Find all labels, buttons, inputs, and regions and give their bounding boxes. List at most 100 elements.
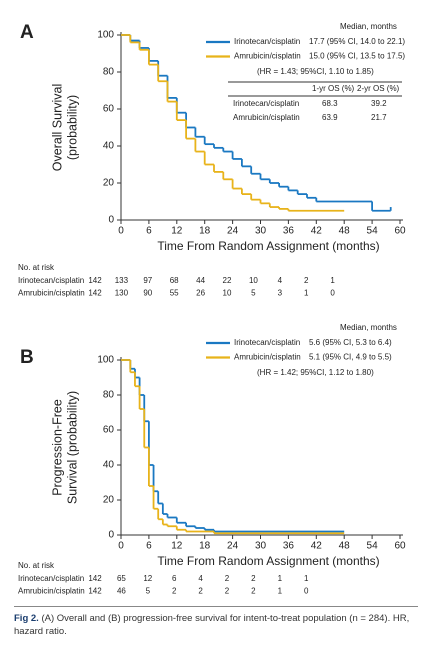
risk-count: 1	[330, 276, 335, 285]
risk-title: No. at risk	[18, 263, 55, 272]
x-tick-label: 6	[146, 226, 152, 237]
risk-count: 2	[304, 276, 309, 285]
legend-label: Amrubicin/cisplatin	[234, 353, 301, 362]
risk-name: Irinotecan/cisplatin	[18, 276, 84, 285]
risk-count: 142	[88, 289, 102, 298]
y-tick-label: 60	[103, 425, 115, 436]
y-axis-label: (probability)	[65, 95, 79, 160]
x-tick-label: 54	[367, 541, 379, 552]
table-header: 2-yr OS (%)	[357, 84, 400, 93]
x-tick-label: 0	[118, 226, 124, 237]
risk-count: 2	[172, 587, 177, 596]
risk-count: 133	[115, 276, 129, 285]
risk-count: 46	[117, 587, 126, 596]
hr-note: (HR = 1.42; 95%CI, 1.12 to 1.80)	[257, 368, 374, 377]
risk-name: Amrubicin/cisplatin	[18, 289, 85, 298]
x-tick-label: 60	[394, 541, 406, 552]
y-tick-label: 80	[103, 390, 115, 401]
risk-name: Amrubicin/cisplatin	[18, 587, 85, 596]
risk-count: 2	[251, 587, 256, 596]
survival-curve	[121, 34, 392, 212]
table-cell: 63.9	[322, 113, 338, 122]
risk-count: 1	[278, 574, 283, 583]
risk-count: 26	[196, 289, 205, 298]
y-axis-label: Progression-Free	[50, 399, 64, 496]
risk-count: 4	[198, 574, 203, 583]
legend-median: 15.0 (95% CI, 13.5 to 17.5)	[309, 52, 405, 61]
panel-letter: B	[20, 347, 34, 368]
risk-count: 65	[117, 574, 126, 583]
table-cell: 21.7	[371, 113, 387, 122]
survival-curve	[121, 34, 345, 212]
y-tick-label: 80	[103, 67, 115, 78]
y-tick-label: 100	[97, 355, 114, 366]
risk-count: 1	[304, 574, 309, 583]
risk-count: 1	[278, 587, 283, 596]
risk-count: 2	[198, 587, 203, 596]
risk-count: 142	[88, 587, 102, 596]
risk-count: 142	[88, 574, 102, 583]
y-tick-label: 20	[103, 178, 115, 189]
y-tick-label: 100	[97, 30, 114, 41]
risk-title: No. at risk	[18, 561, 55, 570]
legend-title: Median, months	[340, 22, 397, 31]
y-tick-label: 40	[103, 460, 115, 471]
risk-count: 44	[196, 276, 205, 285]
risk-name: Irinotecan/cisplatin	[18, 574, 84, 583]
y-axis-label: Survival (probability)	[65, 391, 79, 504]
x-axis-label: Time From Random Assignment (months)	[157, 239, 379, 253]
caption: Fig 2. (A) Overall and (B) progression-f…	[14, 612, 418, 638]
x-tick-label: 42	[311, 541, 323, 552]
risk-count: 0	[330, 289, 335, 298]
risk-count: 6	[172, 574, 177, 583]
x-tick-label: 48	[339, 541, 351, 552]
legend-label: Irinotecan/cisplatin	[234, 338, 300, 347]
x-tick-label: 12	[171, 541, 183, 552]
y-tick-label: 60	[103, 104, 115, 115]
x-tick-label: 30	[255, 226, 267, 237]
legend-label: Irinotecan/cisplatin	[234, 37, 300, 46]
table-cell: 68.3	[322, 99, 338, 108]
risk-count: 4	[278, 276, 283, 285]
x-tick-label: 12	[171, 226, 183, 237]
table-header: 1-yr OS (%)	[312, 84, 355, 93]
legend-median: 17.7 (95% CI, 14.0 to 22.1)	[309, 37, 405, 46]
legend-median: 5.6 (95% CI, 5.3 to 6.4)	[309, 338, 392, 347]
risk-count: 1	[304, 289, 309, 298]
x-tick-label: 54	[367, 226, 379, 237]
panel-letter: A	[20, 22, 34, 43]
x-tick-label: 42	[311, 226, 323, 237]
risk-count: 97	[143, 276, 152, 285]
y-tick-label: 20	[103, 495, 115, 506]
x-tick-label: 24	[227, 541, 239, 552]
x-tick-label: 36	[283, 541, 295, 552]
risk-count: 2	[251, 574, 256, 583]
x-tick-label: 48	[339, 226, 351, 237]
legend-label: Amrubicin/cisplatin	[234, 52, 301, 61]
risk-count: 2	[225, 574, 230, 583]
table-cell: Amrubicin/cisplatin	[233, 113, 300, 122]
y-tick-label: 0	[108, 530, 114, 541]
risk-count: 12	[143, 574, 152, 583]
table-cell: Irinotecan/cisplatin	[233, 99, 299, 108]
x-tick-label: 60	[394, 226, 406, 237]
x-axis-label: Time From Random Assignment (months)	[157, 554, 379, 568]
x-tick-label: 18	[199, 541, 211, 552]
caption-label: Fig 2.	[14, 613, 39, 624]
risk-count: 68	[170, 276, 179, 285]
survival-curve	[121, 359, 345, 533]
risk-count: 10	[249, 276, 258, 285]
x-tick-label: 24	[227, 226, 239, 237]
risk-count: 22	[223, 276, 232, 285]
risk-count: 5	[146, 587, 151, 596]
legend-median: 5.1 (95% CI, 4.9 to 5.5)	[309, 353, 392, 362]
x-tick-label: 6	[146, 541, 152, 552]
risk-count: 142	[88, 276, 102, 285]
risk-count: 2	[225, 587, 230, 596]
x-tick-label: 18	[199, 226, 211, 237]
risk-count: 130	[115, 289, 129, 298]
y-axis-label: Overall Survival	[50, 84, 64, 172]
caption-text: (A) Overall and (B) progression-free sur…	[14, 613, 410, 637]
